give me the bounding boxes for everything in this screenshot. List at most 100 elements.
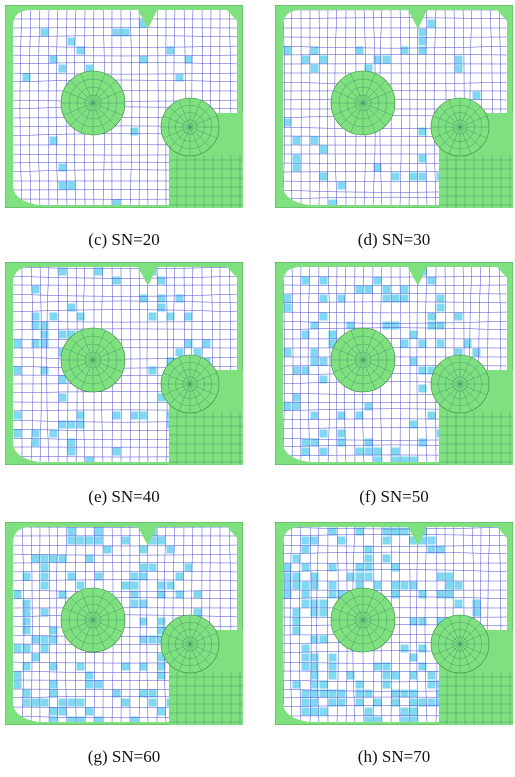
cell (418, 662, 427, 671)
cell (427, 276, 436, 285)
cell (436, 590, 445, 599)
cell (121, 698, 130, 707)
cell (157, 626, 166, 635)
cell (130, 716, 139, 722)
cell (328, 653, 337, 662)
cell (328, 698, 337, 707)
cell (355, 689, 364, 698)
cell (49, 554, 58, 563)
cell (454, 55, 463, 64)
cell (418, 37, 427, 46)
cell (58, 698, 67, 707)
cell (418, 28, 427, 37)
cell (337, 411, 346, 420)
cell (49, 707, 58, 716)
cell (22, 698, 31, 707)
cell (337, 689, 346, 698)
cell (310, 599, 319, 608)
cell (391, 294, 400, 303)
cell (76, 420, 85, 429)
cell (13, 680, 22, 689)
cell (364, 545, 373, 554)
cell (301, 366, 310, 375)
cell (418, 617, 427, 626)
cell (328, 527, 337, 536)
cell (319, 294, 328, 303)
cell (436, 339, 445, 348)
cell (472, 91, 481, 100)
cell (148, 366, 157, 375)
cell (310, 136, 319, 145)
cell (310, 438, 319, 447)
mesh-image (275, 522, 513, 725)
cell (409, 698, 418, 707)
cell (283, 46, 292, 55)
cell (328, 330, 337, 339)
mesh-region (13, 267, 237, 462)
cell (319, 447, 328, 456)
cell (148, 689, 157, 698)
cell (67, 447, 76, 456)
cell (355, 572, 364, 581)
cell (400, 527, 409, 536)
cell (67, 37, 76, 46)
cell (139, 662, 148, 671)
cell (13, 411, 22, 420)
cell (310, 357, 319, 366)
cell (67, 438, 76, 447)
cell (292, 617, 301, 626)
cell (454, 348, 463, 357)
cell (382, 680, 391, 689)
cell (391, 527, 400, 536)
cell (31, 698, 40, 707)
cell (310, 581, 319, 590)
cell (130, 127, 139, 136)
cell (139, 55, 148, 64)
green-mesh (331, 328, 513, 465)
cell (292, 163, 301, 172)
cell (301, 330, 310, 339)
cell (112, 199, 121, 205)
cell (112, 411, 121, 420)
cell (76, 662, 85, 671)
cell (139, 635, 148, 644)
cell (337, 438, 346, 447)
green-mesh (61, 328, 243, 465)
cell (400, 285, 409, 294)
cell (292, 136, 301, 145)
cell (355, 46, 364, 55)
caption: (e) SN=40 (88, 487, 160, 506)
cell (382, 321, 391, 330)
cell (301, 447, 310, 456)
cell (76, 312, 85, 321)
cell (283, 581, 292, 590)
cell (103, 545, 112, 554)
cell (292, 554, 301, 563)
cell (400, 644, 409, 653)
cell (301, 599, 310, 608)
cell (391, 581, 400, 590)
cell (40, 635, 49, 644)
cell (319, 172, 328, 181)
cell (310, 653, 319, 662)
cell (418, 590, 427, 599)
cell (319, 357, 328, 366)
cell (58, 554, 67, 563)
cell (418, 127, 427, 136)
cell (202, 339, 211, 348)
cell (157, 276, 166, 285)
cell (130, 411, 139, 420)
cell (40, 366, 49, 375)
cell (76, 698, 85, 707)
cell (301, 276, 310, 285)
cell (58, 330, 67, 339)
cell (31, 321, 40, 330)
cell (67, 420, 76, 429)
cell (58, 64, 67, 73)
cell (139, 411, 148, 420)
cell (310, 64, 319, 73)
cell (121, 536, 130, 545)
cell (283, 303, 292, 312)
cell (310, 635, 319, 644)
cell (418, 46, 427, 55)
